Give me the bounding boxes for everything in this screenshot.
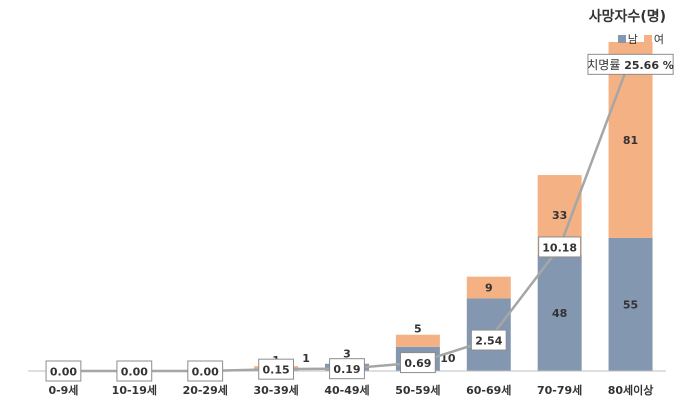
- line-data-label: 0.00: [192, 366, 219, 379]
- line-data-label: 치명률 25.66 %: [587, 58, 674, 72]
- bar-male-7: [537, 254, 582, 371]
- x-tick-label: 0-9세: [48, 383, 78, 397]
- x-tick-label: 30-39세: [253, 383, 298, 397]
- x-tick-label: 70-79세: [537, 383, 582, 397]
- data-label-female: 9: [485, 282, 493, 295]
- line-label-box: [45, 360, 82, 382]
- line-data-label: 0.00: [121, 366, 148, 379]
- bar-female-6: [466, 276, 511, 299]
- line-label-box: [187, 360, 224, 382]
- legend-label-male: 남: [627, 33, 638, 46]
- data-label-female: 81: [623, 134, 638, 147]
- data-label-female: 33: [552, 209, 567, 222]
- x-tick-label: 50-59세: [395, 383, 440, 397]
- line-label-box: [116, 360, 153, 382]
- x-tick-label: 20-29세: [183, 383, 228, 397]
- legend-item-female: 여: [643, 31, 664, 47]
- x-tick-label: 80세이상: [608, 383, 654, 397]
- legend-item-male: 남: [617, 31, 638, 47]
- line-label-prefix: 치명률: [587, 58, 624, 72]
- legend-label-female: 여: [653, 33, 664, 46]
- line-data-label: 2.54: [475, 335, 502, 348]
- legend-swatch-male: [617, 35, 626, 43]
- data-label-male: 1: [302, 352, 310, 365]
- data-label-male: 3: [343, 348, 351, 361]
- legend: 남 여: [612, 31, 664, 47]
- line-data-label: 0.69: [404, 357, 431, 370]
- x-tick-label: 40-49세: [324, 383, 369, 397]
- line-label-box: [258, 358, 295, 380]
- line-label-box: [329, 358, 365, 380]
- y-axis-title: 사망자수(명): [588, 9, 666, 25]
- data-label-female: 5: [414, 323, 422, 336]
- data-label-male: 48: [552, 307, 567, 320]
- line-label-box: [399, 352, 436, 374]
- legend-swatch-female: [643, 35, 652, 43]
- bar-male-8: [608, 237, 653, 371]
- line-label-box: [470, 329, 507, 351]
- bar-female-5: [395, 334, 440, 347]
- line-data-label: 0.19: [333, 363, 360, 376]
- x-tick-label: 60-69세: [466, 383, 511, 397]
- line-label-box: [538, 236, 582, 258]
- line-data-label: 0.15: [263, 364, 290, 377]
- line-data-label: 0.00: [50, 366, 77, 379]
- line-data-label: 10.18: [542, 241, 577, 254]
- line-label-box: [587, 53, 674, 75]
- x-tick-label: 10-19세: [112, 383, 157, 397]
- line-label-value: 25.66 %: [624, 59, 674, 72]
- data-label-male: 55: [623, 298, 638, 311]
